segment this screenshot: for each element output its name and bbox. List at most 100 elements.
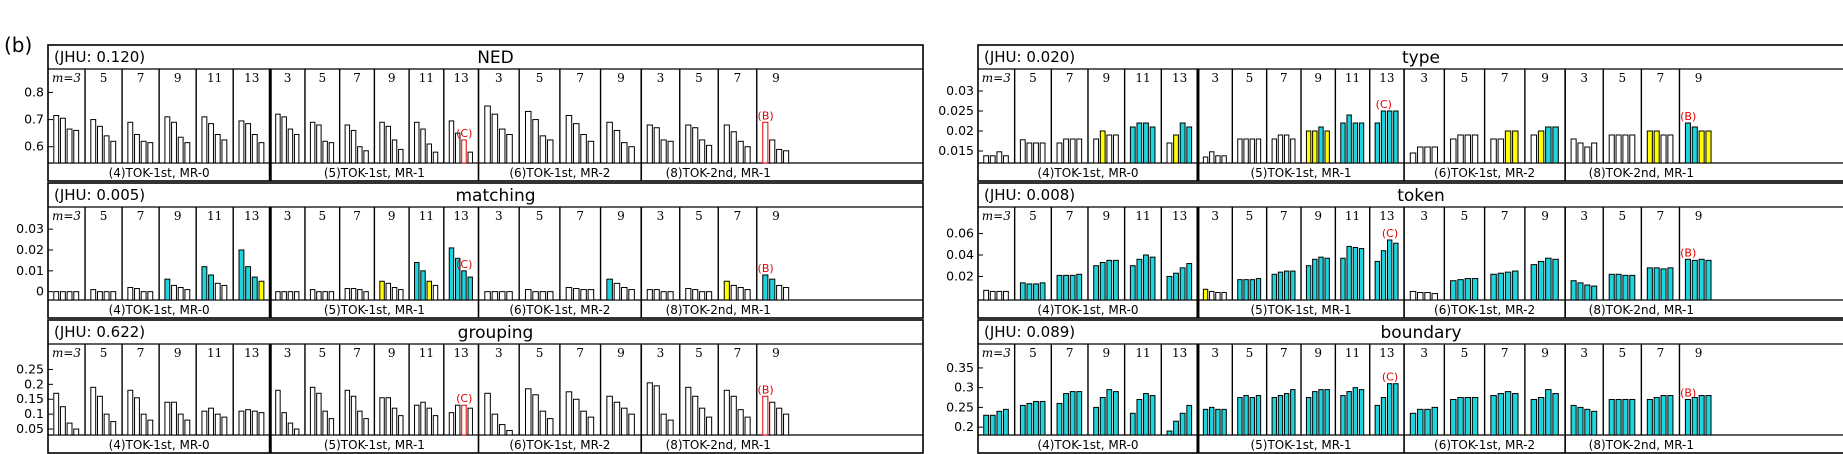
chart-4-bar [1129, 265, 1136, 301]
chart-4-bar [1255, 278, 1262, 301]
chart-2-m-label: 5 [536, 346, 544, 360]
chart-4-bar [1003, 290, 1009, 301]
chart-3-bar [1660, 134, 1667, 164]
chart-3-bar [1221, 155, 1227, 164]
chart-3-ytick-label: 0.02 [946, 123, 974, 138]
chart-1-bar [140, 291, 147, 301]
chart-5-bar [1431, 406, 1439, 436]
chart-5-m-label: 3 [1420, 346, 1428, 360]
chart-2-bar [587, 416, 595, 436]
chart-1-bar [379, 280, 385, 301]
chart-1-m-label: 3 [495, 209, 503, 223]
chart-4-bar [1698, 258, 1705, 301]
panel-tag: (b) [4, 33, 32, 57]
chart-0-bar [177, 136, 184, 164]
chart-1-bar [565, 287, 573, 301]
chart-4-m-label: m=3 [982, 209, 1011, 223]
chart-1-m-label: 7 [576, 209, 584, 223]
chart-1-bar [344, 288, 351, 301]
chart-4-bar [1312, 258, 1318, 301]
chart-1-bar [293, 291, 300, 301]
chart-2-bar [420, 401, 426, 436]
chart-3-bar [1358, 122, 1365, 164]
chart-0-bar [628, 146, 635, 164]
chart-0-bar [53, 115, 60, 164]
chart-5-m-label: 7 [1501, 346, 1509, 360]
chart-5-bar [1552, 393, 1559, 436]
chart-2-bar [546, 418, 554, 436]
chart-2-bar [769, 401, 776, 436]
chart-5-bar [1424, 408, 1431, 436]
chart-5-boundary: boundary (JHU: 0.089) 0.35 0.3 0.25 0.2 (4)TOK… [946, 319, 1843, 454]
chart-0-m-label: 7 [353, 71, 361, 85]
chart-5-bar [1530, 398, 1538, 436]
chart-3-bar [1209, 151, 1215, 164]
chart-0-group-label: (5)TOK-1st, MR-1 [324, 166, 425, 180]
chart-0-m-label: 5 [695, 71, 703, 85]
chart-1-bar [454, 257, 461, 301]
chart-5-bar [1386, 383, 1393, 436]
chart-3-bar [1424, 146, 1431, 164]
chart-2-m-label: 9 [772, 346, 780, 360]
chart-1-bar [426, 280, 432, 301]
chart-4-m-label: 3 [1420, 209, 1428, 223]
chart-2-bar [628, 413, 635, 436]
chart-3-m-label: 9 [1314, 71, 1322, 85]
chart-2-m-label: 7 [353, 346, 361, 360]
chart-5-frame [977, 319, 1843, 454]
chart-0-bar [730, 131, 737, 164]
chart-5-bar [1136, 398, 1143, 436]
chart-1-m-label: m=3 [52, 209, 81, 223]
chart-1-bar [110, 291, 117, 301]
chart-5-bar [1591, 410, 1598, 436]
chart-2-title: grouping [458, 323, 534, 343]
chart-0-bar [737, 140, 744, 164]
chart-1-bar [363, 291, 369, 301]
chart-4-ytick-label: 0.06 [946, 226, 974, 241]
chart-0-bar [385, 125, 392, 164]
chart-2-m-label: 9 [174, 346, 182, 360]
chart-4-bar [1290, 270, 1296, 301]
chart-2-bar [783, 413, 790, 436]
chart-5-bar [1352, 387, 1359, 436]
chart-4-jhu-score: (JHU: 0.008) [984, 186, 1075, 204]
chart-4-bar [1417, 292, 1424, 301]
chart-0-bar [398, 148, 404, 164]
chart-4-bar [1386, 239, 1393, 301]
chart-0-bar [776, 148, 783, 164]
chart-4-bar [1591, 285, 1598, 301]
chart-4-bar [1215, 292, 1221, 301]
chart-2-m-label: 13 [244, 346, 259, 360]
chart-5-bar [1537, 397, 1545, 436]
chart-5-bar [1471, 397, 1479, 436]
chart-0-m-label: 5 [536, 71, 544, 85]
chart-1-m-label: 13 [244, 209, 259, 223]
chart-1-m-label: 3 [657, 209, 665, 223]
chart-2-m-label: 13 [454, 346, 469, 360]
chart-3-bar [1324, 130, 1330, 164]
chart-2-m-label: 9 [617, 346, 625, 360]
chart-4-bar [1149, 256, 1156, 301]
chart-3-bar [1346, 114, 1352, 164]
chart-2-bar [177, 413, 184, 436]
chart-2-ytick-label: 0.25 [16, 361, 44, 376]
chart-3-bar [1186, 126, 1193, 164]
chart-3-bar [1608, 134, 1615, 164]
chart-5-m-label: 7 [1657, 346, 1665, 360]
chart-0-group-label: (8)TOK-2nd, MR-1 [666, 166, 771, 180]
chart-5-bar [1393, 383, 1399, 436]
chart-3-ytick-label: 0.015 [938, 143, 974, 158]
chart-1-group-label: (5)TOK-1st, MR-1 [324, 303, 425, 317]
chart-0-bar [164, 116, 171, 164]
chart-4-bar [1063, 274, 1069, 301]
chart-4-bar [1136, 258, 1143, 301]
chart-4-bar [1450, 280, 1457, 301]
chart-0-m-label: 3 [284, 71, 292, 85]
chart-5-bar [1324, 389, 1330, 436]
chart-1-bar [484, 291, 491, 301]
chart-0-bar [221, 139, 228, 164]
chart-5-bar [1179, 412, 1186, 436]
chart-4-bar [1243, 279, 1249, 301]
chart-2-bar [660, 413, 667, 436]
chart-1-m-label: 5 [318, 209, 326, 223]
